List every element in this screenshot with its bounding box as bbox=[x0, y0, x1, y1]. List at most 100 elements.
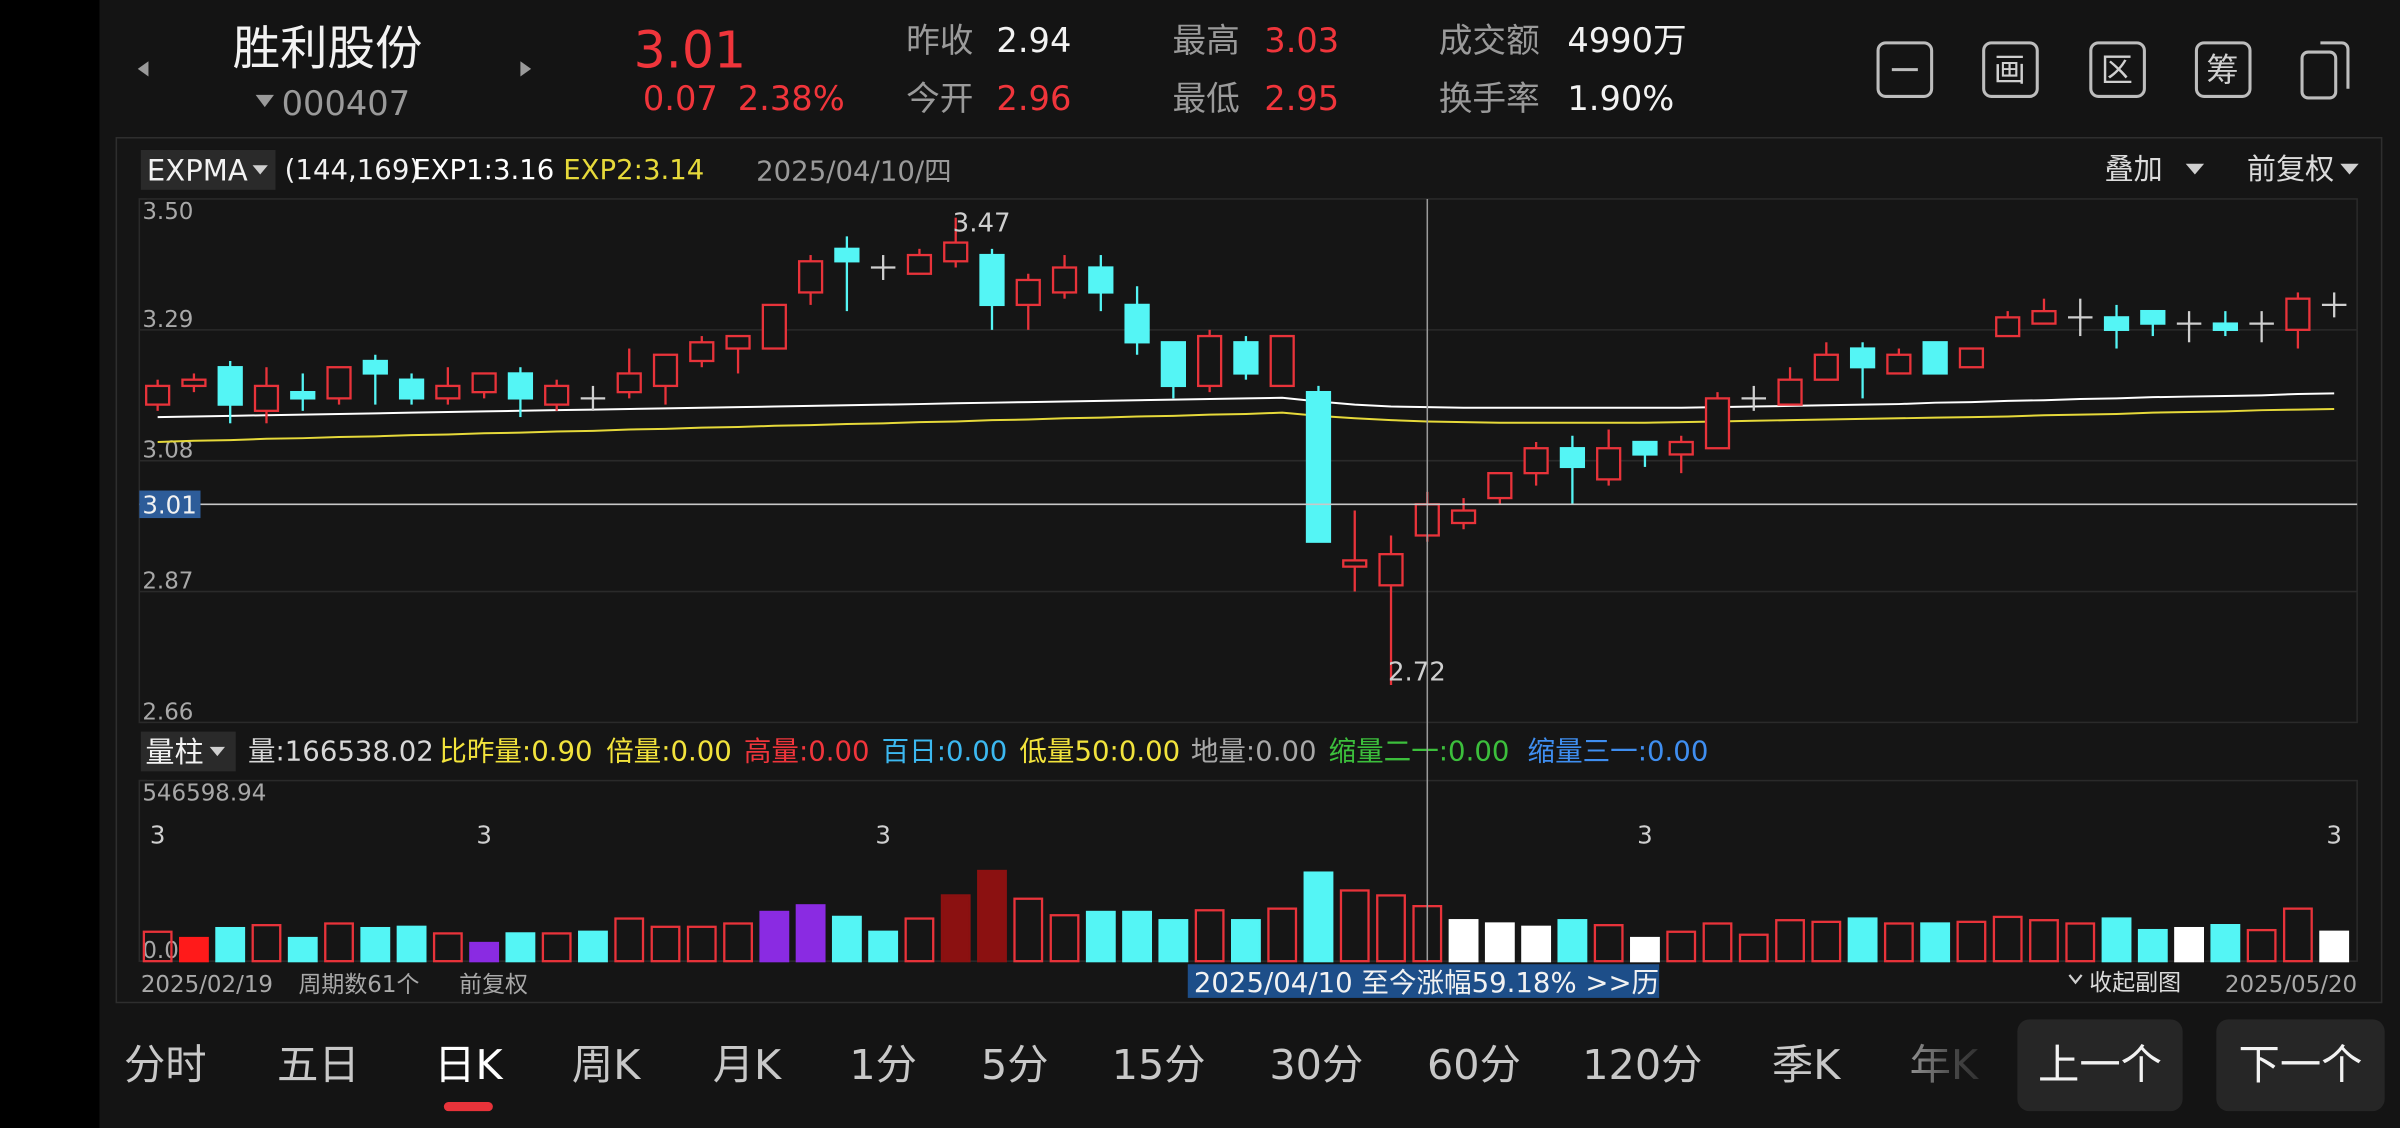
volume-bar bbox=[396, 925, 427, 963]
candle-body bbox=[1305, 390, 1332, 543]
legend-entry: EXP1:3.16 bbox=[413, 154, 554, 186]
volume-bar bbox=[432, 932, 463, 963]
dropdown-arrow bbox=[252, 165, 268, 175]
candle-body bbox=[652, 353, 679, 388]
volume-bar bbox=[1521, 925, 1552, 963]
overlay-select[interactable]: 叠加 bbox=[2105, 152, 2163, 186]
candle-body bbox=[834, 247, 860, 263]
volume-bar bbox=[940, 894, 971, 963]
range-highlight[interactable] bbox=[1187, 964, 1660, 998]
field-label: 今开 bbox=[906, 79, 973, 118]
period-tab[interactable]: 分时 bbox=[124, 1041, 207, 1089]
change: 0.07 bbox=[643, 79, 718, 118]
volume-bar bbox=[1738, 933, 1769, 963]
crosshair-price: 3.01 bbox=[142, 490, 196, 519]
volume-bar bbox=[2319, 930, 2350, 963]
button-label: 下一个 bbox=[2239, 1041, 2363, 1089]
icon-collapse[interactable] bbox=[1876, 41, 1934, 98]
chart-panel bbox=[115, 136, 2383, 1004]
candle-body bbox=[1958, 347, 1985, 369]
volume-bar bbox=[541, 932, 572, 963]
period-tab[interactable]: 15分 bbox=[1112, 1041, 1206, 1089]
candle-body bbox=[1632, 440, 1658, 456]
next-stock[interactable] bbox=[520, 61, 532, 77]
period-tab[interactable]: 60分 bbox=[1427, 1041, 1521, 1089]
icon-range[interactable] bbox=[2089, 41, 2146, 98]
candle-body bbox=[943, 241, 969, 263]
volume-bar bbox=[1158, 919, 1189, 963]
indicator-select[interactable] bbox=[140, 149, 276, 190]
candle-body bbox=[1088, 266, 1114, 294]
period-tab[interactable]: 5分 bbox=[981, 1041, 1049, 1089]
icon-label: 筹 bbox=[2206, 51, 2238, 89]
candle-body bbox=[435, 384, 461, 400]
candle-body bbox=[1378, 553, 1404, 587]
volume-bar bbox=[1811, 920, 1842, 963]
collapse-arrow bbox=[2068, 974, 2083, 985]
code-dropdown[interactable] bbox=[255, 94, 274, 108]
period-tab[interactable]: 月K bbox=[713, 1041, 782, 1089]
volume-bar bbox=[287, 936, 318, 963]
volume-bar bbox=[1847, 917, 1878, 963]
dropdown-arrow bbox=[2340, 163, 2359, 175]
volume-indicator-item: 缩量二一:0.00 bbox=[1329, 736, 1510, 768]
candle-body bbox=[1269, 334, 1295, 388]
volume-bar bbox=[650, 925, 681, 963]
period-tab[interactable]: 1分 bbox=[849, 1041, 917, 1089]
candle-body bbox=[1596, 447, 1622, 481]
volume-annotation: 3 bbox=[2326, 820, 2342, 849]
period-tab[interactable]: 日K bbox=[434, 1041, 503, 1089]
volume-bar bbox=[868, 930, 899, 963]
next-button[interactable] bbox=[2216, 1019, 2385, 1112]
candle-body bbox=[1450, 509, 1477, 525]
icon-chips[interactable] bbox=[2194, 41, 2252, 98]
candle-body bbox=[217, 366, 243, 406]
candle-body bbox=[398, 378, 425, 400]
candle-body bbox=[906, 253, 933, 275]
period-tab[interactable]: 季K bbox=[1772, 1041, 1841, 1089]
period-count: 周期数61个 bbox=[298, 972, 419, 998]
adjust-select[interactable]: 前复权 bbox=[2247, 152, 2334, 186]
icon-label: 画 bbox=[1994, 51, 2026, 89]
period-tab[interactable]: 120分 bbox=[1582, 1041, 1702, 1089]
field-label: 最高 bbox=[1172, 21, 1239, 60]
candle-body bbox=[725, 334, 751, 350]
crosshair-price-box bbox=[139, 490, 201, 519]
prev-stock[interactable] bbox=[137, 61, 149, 77]
candle-body bbox=[1342, 559, 1368, 568]
candle-body bbox=[1124, 303, 1150, 344]
volume-indicator-item: 倍量:0.00 bbox=[606, 736, 732, 768]
volume-bar bbox=[2174, 926, 2205, 963]
period-tab[interactable]: 五日 bbox=[277, 1041, 360, 1089]
period-tab[interactable]: 周K bbox=[572, 1041, 641, 1089]
volume-bar bbox=[1484, 922, 1515, 963]
volume-annotation: 3 bbox=[1637, 820, 1653, 849]
candle-body bbox=[2285, 297, 2311, 331]
candle-body bbox=[1487, 472, 1513, 500]
change-pct: 2.38% bbox=[738, 79, 845, 118]
collapse-subchart[interactable]: 收起副图 bbox=[2089, 970, 2181, 996]
candle-body bbox=[1523, 447, 1549, 475]
volume-bar bbox=[1920, 922, 1951, 963]
price: 3.01 bbox=[634, 20, 746, 79]
volume-bar bbox=[2137, 928, 2168, 963]
volume-bar bbox=[505, 932, 536, 963]
field-value: 4990万 bbox=[1567, 21, 1686, 60]
field-label: 昨收 bbox=[906, 21, 973, 60]
y-tick-label: 2.87 bbox=[142, 568, 193, 594]
volume-indicator-item: 高量:0.00 bbox=[744, 736, 870, 768]
prev-button[interactable] bbox=[2017, 1019, 2183, 1112]
icon-phone[interactable] bbox=[2300, 50, 2338, 100]
candle-body bbox=[979, 253, 1005, 307]
y-tick-label: 3.29 bbox=[142, 307, 193, 333]
volume-bar bbox=[1194, 909, 1225, 963]
volume-indicator-item: 量:166538.02 bbox=[248, 736, 434, 768]
candle-body bbox=[2140, 309, 2166, 325]
volume-bar bbox=[1013, 897, 1044, 963]
candle-body bbox=[253, 384, 280, 412]
period-tab[interactable]: 30分 bbox=[1269, 1041, 1363, 1089]
icon-draw[interactable] bbox=[1982, 41, 2039, 98]
candle-body bbox=[544, 384, 570, 406]
